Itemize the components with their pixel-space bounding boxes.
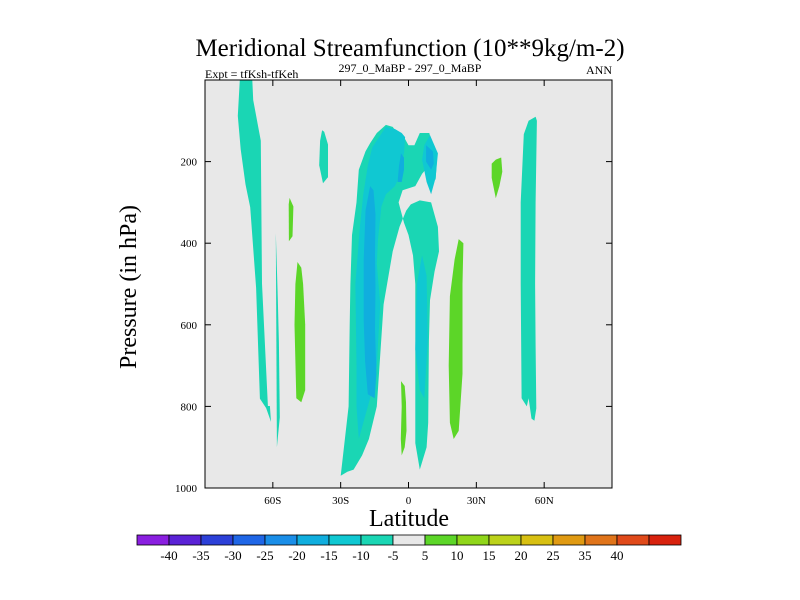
x-tick-label: 30S <box>332 495 349 507</box>
chart-title: Meridional Streamfunction (10**9kg/m-2) <box>195 35 624 62</box>
y-tick-label: 800 <box>181 401 198 413</box>
x-tick-label: 0 <box>406 495 412 507</box>
colorbar-swatch <box>168 534 202 546</box>
contour-region-13 <box>400 381 407 456</box>
contour-region-2 <box>319 130 328 184</box>
contour-region-12 <box>294 262 306 403</box>
y-tick-label: 400 <box>181 238 198 250</box>
colorbar-label: 20 <box>515 548 528 563</box>
colorbar-label: -20 <box>288 548 305 563</box>
colorbar-swatch <box>328 534 362 546</box>
contour-region-10 <box>520 116 537 421</box>
contour-region-11 <box>288 197 294 242</box>
y-tick-label: 1000 <box>175 483 198 495</box>
colorbar-swatch <box>264 534 298 546</box>
right-string: ANN <box>586 63 612 77</box>
colorbar-label: -25 <box>256 548 273 563</box>
colorbar-label: -35 <box>192 548 209 563</box>
colorbar-swatch <box>360 534 394 546</box>
x-axis-title: Latitude <box>369 506 449 532</box>
colorbar-swatch <box>232 534 266 546</box>
colorbar-swatch <box>200 534 234 546</box>
contour-region-5 <box>415 255 428 399</box>
y-tick-label: 600 <box>181 320 198 332</box>
contour-region-15 <box>491 157 503 199</box>
contour-region-8 <box>397 153 404 182</box>
colorbar-label: -5 <box>388 548 399 563</box>
colorbar-label: -30 <box>224 548 241 563</box>
colorbar-label: 35 <box>579 548 592 563</box>
colorbar-swatch <box>616 534 650 546</box>
center-string: 297_0_MaBP - 297_0_MaBP <box>339 61 482 75</box>
colorbar-label: -10 <box>352 548 369 563</box>
colorbar-label: 15 <box>483 548 496 563</box>
colorbar-swatch <box>296 534 330 546</box>
x-tick-label: 60S <box>264 495 281 507</box>
colorbar-label: 25 <box>547 548 560 563</box>
y-tick-label: 200 <box>181 157 198 169</box>
colorbar-label: 5 <box>422 548 429 563</box>
y-axis-title: Pressure (in hPa) <box>116 205 142 369</box>
colorbar-swatch <box>136 534 170 546</box>
left-string: Expt = tfKsh-tfKeh <box>205 67 298 81</box>
x-tick-label: 60N <box>535 495 554 507</box>
plot-area <box>205 80 612 488</box>
colorbar-label: -40 <box>160 548 177 563</box>
contour-region-9 <box>426 145 434 170</box>
contour-region-1 <box>275 232 280 448</box>
colorbar-swatch <box>648 534 682 546</box>
contour-region-14 <box>448 239 464 439</box>
x-tick-label: 30N <box>467 495 486 507</box>
colorbar: -40 -35 -30 -25 -20 -15 -10 -5 5 10 15 20 25 35 40 <box>136 534 682 563</box>
colorbar-label: 40 <box>611 548 624 563</box>
colorbar-swatch <box>424 534 458 546</box>
colorbar-swatch <box>520 534 554 546</box>
colorbar-label: -15 <box>320 548 337 563</box>
colorbar-swatch <box>488 534 522 546</box>
colorbar-swatch <box>456 534 490 546</box>
colorbar-label: 10 <box>451 548 464 563</box>
colorbar-swatch <box>584 534 618 546</box>
contour-region-7 <box>363 186 377 399</box>
axis-ticks: 60S 30S 0 30N 60N 200 400 600 800 1000 <box>175 80 612 507</box>
colorbar-swatch <box>552 534 586 546</box>
contour-regions <box>237 80 537 476</box>
colorbar-swatch <box>392 534 426 546</box>
contour-region-0 <box>237 80 271 422</box>
